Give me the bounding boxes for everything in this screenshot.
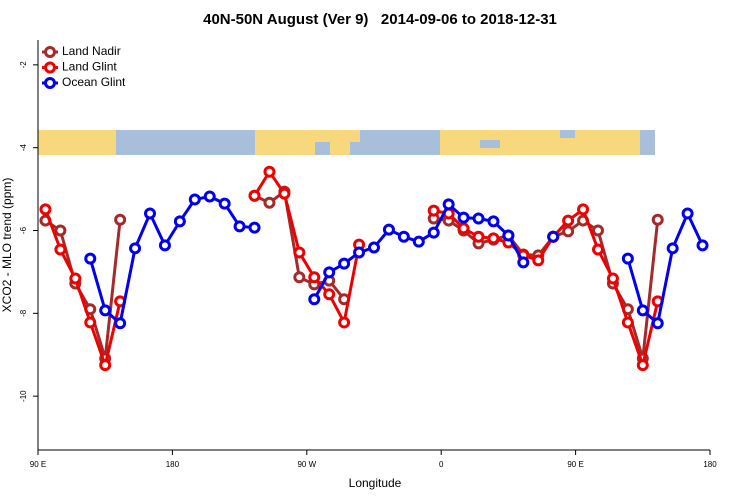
data-point: [99, 304, 112, 317]
data-point: [502, 229, 515, 242]
data-point: [487, 232, 500, 245]
x-tick-label: 90 E: [567, 460, 583, 469]
map-strip: [38, 130, 655, 155]
data-point: [84, 316, 97, 329]
data-point: [233, 220, 246, 233]
legend-marker: [44, 77, 56, 89]
data-point: [636, 304, 649, 317]
x-tick-label: 90 W: [297, 460, 316, 469]
y-axis-label: XCO2 - MLO trend (ppm): [0, 178, 14, 313]
data-point: [472, 212, 485, 225]
data-point: [442, 198, 455, 211]
data-point: [472, 230, 485, 243]
legend-label: Ocean Glint: [62, 75, 126, 89]
data-point: [592, 243, 604, 256]
data-point: [651, 213, 664, 226]
data-point: [263, 165, 276, 178]
x-axis-label: Longitude: [349, 476, 402, 490]
x-tick-label: 180: [703, 460, 717, 469]
data-point: [218, 197, 231, 210]
data-point: [99, 359, 112, 372]
data-point: [293, 271, 306, 284]
data-point: [308, 271, 321, 284]
x-tick-label: 0: [439, 460, 444, 469]
data-point: [293, 246, 306, 259]
data-point: [84, 252, 97, 265]
y-tick-label: -2: [19, 61, 28, 69]
y-tick-label: -10: [19, 390, 28, 402]
series-line: [433, 217, 660, 359]
data-point: [39, 203, 52, 216]
data-point: [562, 225, 575, 238]
data-point: [173, 215, 186, 228]
data-point: [248, 221, 261, 234]
y-tick-label: -4: [19, 144, 28, 152]
data-point: [308, 293, 321, 306]
data-point: [636, 359, 649, 372]
data-point: [158, 239, 171, 252]
x-tick-label: 90 E: [30, 460, 46, 469]
data-point: [144, 207, 156, 220]
data-point: [621, 316, 634, 329]
data-point: [412, 235, 425, 248]
data-point: [696, 239, 709, 252]
data-point: [382, 223, 395, 236]
data-point: [532, 254, 545, 267]
data-point: [457, 222, 470, 235]
chart-title: 40N-50N August (Ver 9) 2014-09-06 to 201…: [203, 11, 557, 28]
y-tick-label: -6: [19, 226, 28, 234]
data-point: [621, 252, 634, 265]
legend-marker: [44, 61, 56, 74]
data-point: [397, 230, 410, 243]
data-point: [427, 204, 440, 217]
data-point: [606, 272, 619, 285]
data-point: [203, 190, 216, 203]
data-point: [517, 256, 530, 269]
data-point: [562, 214, 575, 227]
data-point: [592, 224, 604, 237]
data-point: [54, 243, 67, 256]
data-point: [54, 224, 67, 237]
y-tick-label: -8: [19, 309, 28, 317]
data-point: [338, 257, 351, 270]
data-point: [427, 226, 440, 239]
data-point: [577, 203, 590, 216]
legend-label: Land Glint: [62, 60, 117, 74]
data-point: [114, 317, 127, 330]
data-point: [129, 242, 142, 255]
data-point: [188, 193, 201, 206]
x-tick-label: 180: [166, 460, 180, 469]
data-point: [248, 189, 261, 202]
data-point: [651, 317, 664, 330]
data-point: [323, 288, 336, 301]
data-point: [323, 266, 336, 279]
data-point: [69, 272, 82, 285]
data-point: [368, 241, 380, 254]
series-line: [44, 208, 122, 371]
data-point: [338, 316, 351, 329]
data-point: [278, 187, 291, 200]
data-point: [457, 211, 470, 224]
data-point: [263, 196, 276, 209]
data-point: [547, 230, 560, 243]
legend-label: Land Nadir: [62, 44, 121, 58]
data-point: [353, 246, 366, 259]
legend-marker: [44, 46, 56, 58]
series-line: [433, 206, 660, 371]
data-point: [681, 207, 694, 220]
data-point: [114, 213, 127, 226]
data-point: [487, 215, 500, 228]
data-point: [666, 242, 679, 255]
